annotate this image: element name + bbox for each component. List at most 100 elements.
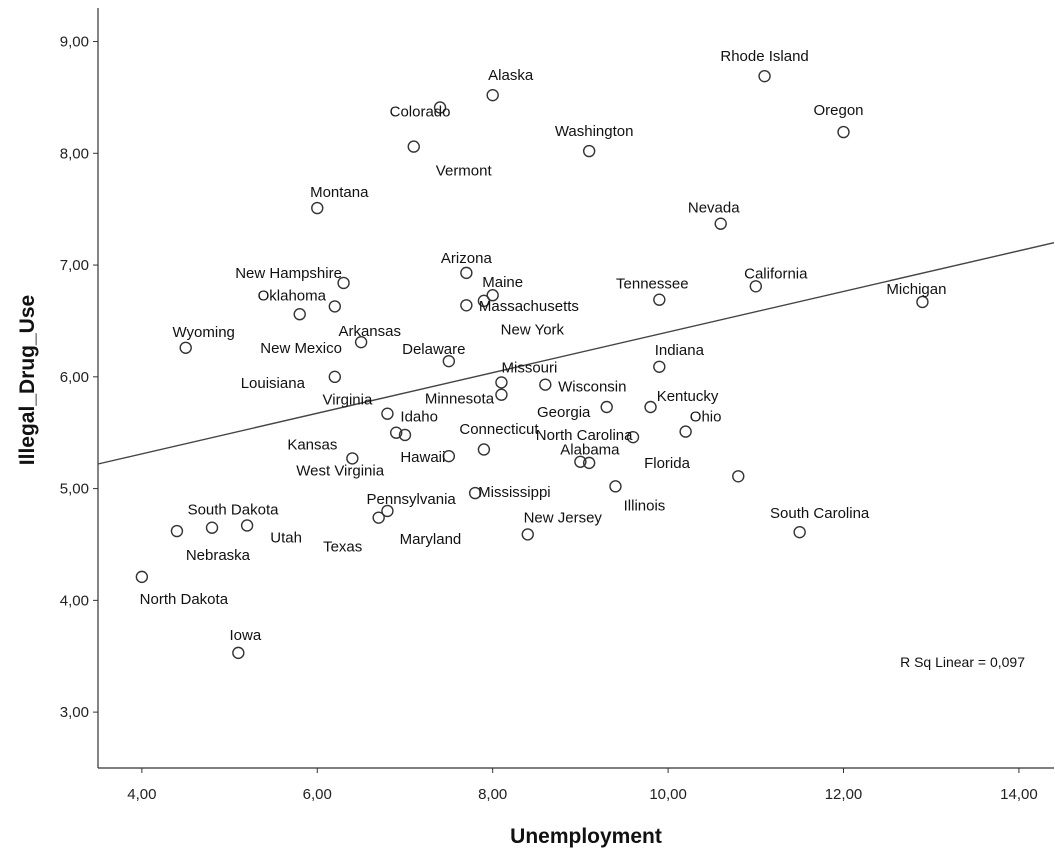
data-point (390, 426, 403, 439)
data-point (495, 388, 508, 401)
data-point (328, 370, 342, 384)
point-label: Texas (323, 539, 362, 556)
point-label: South Carolina (770, 505, 870, 522)
point-label: New Jersey (524, 509, 603, 526)
point-label: Tennessee (616, 276, 689, 293)
point-label: Mississippi (478, 484, 551, 501)
data-point (609, 480, 622, 493)
point-label: Pennsylvania (367, 491, 457, 508)
point-label: Oklahoma (258, 287, 327, 304)
data-point (135, 570, 149, 584)
point-label: Oregon (813, 102, 863, 119)
data-point (679, 425, 692, 438)
point-label: Arkansas (338, 323, 401, 340)
data-point (758, 69, 771, 83)
point-labels-group: Alaska Rhode Island Colorado Oregon Vermont W… (140, 48, 947, 644)
data-point (460, 266, 473, 280)
data-point (653, 360, 666, 373)
data-point (337, 276, 350, 290)
point-label: Florida (644, 455, 691, 472)
point-label: Utah (270, 529, 302, 546)
fit-line (97, 242, 1055, 465)
x-tick-label: 14,00 (1000, 786, 1038, 803)
point-label: Michigan (886, 281, 946, 298)
y-tick-label: 9,00 (60, 34, 89, 51)
y-tick-label: 8,00 (60, 145, 89, 162)
data-point (328, 300, 342, 313)
point-label: Illinois (624, 497, 666, 514)
data-point (626, 430, 640, 444)
data-point (240, 519, 254, 532)
data-point (495, 376, 508, 389)
x-tick-label: 12,00 (825, 786, 863, 803)
point-label: Ohio (690, 409, 722, 426)
point-label: South Dakota (188, 502, 280, 519)
data-point (486, 289, 499, 302)
data-point (582, 456, 596, 470)
data-point (433, 101, 447, 114)
data-point (793, 525, 806, 539)
data-point (354, 335, 368, 349)
point-label: Rhode Island (720, 48, 808, 65)
point-label: Washington (555, 123, 634, 140)
point-label: Maryland (400, 531, 462, 548)
data-point (442, 449, 456, 463)
point-label: Iowa (229, 627, 261, 644)
point-label: Arizona (441, 250, 493, 267)
data-point (381, 407, 394, 420)
data-point (311, 201, 324, 215)
data-point (232, 646, 245, 660)
x-tick-label: 4,00 (127, 786, 156, 803)
data-point (381, 504, 394, 518)
point-label: Missouri (502, 359, 558, 376)
point-label: California (744, 265, 808, 282)
data-point (653, 293, 666, 306)
data-point (170, 524, 184, 538)
data-point (644, 400, 657, 414)
r-squared-annotation: R Sq Linear = 0,097 (900, 654, 1025, 670)
point-label: Maine (482, 274, 523, 291)
point-label: Montana (310, 184, 369, 201)
data-point (714, 217, 727, 230)
data-point (346, 452, 359, 465)
point-label: Kansas (287, 436, 337, 453)
y-tick-label: 5,00 (60, 481, 89, 498)
data-point (407, 140, 420, 153)
y-axis-title: Illegal_Drug_Use (16, 295, 39, 465)
point-label: Virginia (323, 392, 373, 409)
point-label: Georgia (537, 404, 591, 421)
point-label: Idaho (400, 409, 438, 426)
point-label: Nevada (688, 200, 740, 217)
data-point (442, 354, 456, 368)
y-tick-label: 6,00 (60, 369, 89, 386)
y-tick-label: 3,00 (60, 704, 89, 721)
point-label: Wisconsin (558, 379, 626, 396)
data-point (574, 455, 587, 468)
x-axis-title: Unemployment (510, 825, 662, 848)
x-tick-label: 8,00 (478, 786, 507, 803)
data-point (477, 294, 491, 308)
point-label: Louisiana (241, 375, 306, 392)
point-label: Indiana (655, 342, 705, 359)
point-label: Connecticut (459, 421, 539, 438)
data-point (205, 521, 219, 534)
data-point (398, 428, 412, 442)
point-label: Colorado (390, 103, 451, 120)
data-point (468, 486, 482, 500)
points-group (135, 69, 929, 660)
point-label: Hawaii (400, 449, 445, 466)
point-label: West Virginia (296, 462, 384, 479)
point-label: Vermont (436, 163, 493, 180)
point-label: Wyoming (173, 324, 235, 341)
point-label: Nebraska (186, 547, 251, 564)
data-point (749, 280, 762, 293)
fit-line-group (97, 242, 1055, 465)
x-tick-label: 10,00 (649, 786, 687, 803)
data-point (372, 511, 385, 524)
point-label: Alaska (488, 67, 534, 84)
data-point (582, 144, 596, 158)
point-label: Kentucky (657, 388, 719, 405)
point-label: Massachusetts (479, 298, 579, 315)
point-label: New Hampshire (235, 265, 342, 282)
